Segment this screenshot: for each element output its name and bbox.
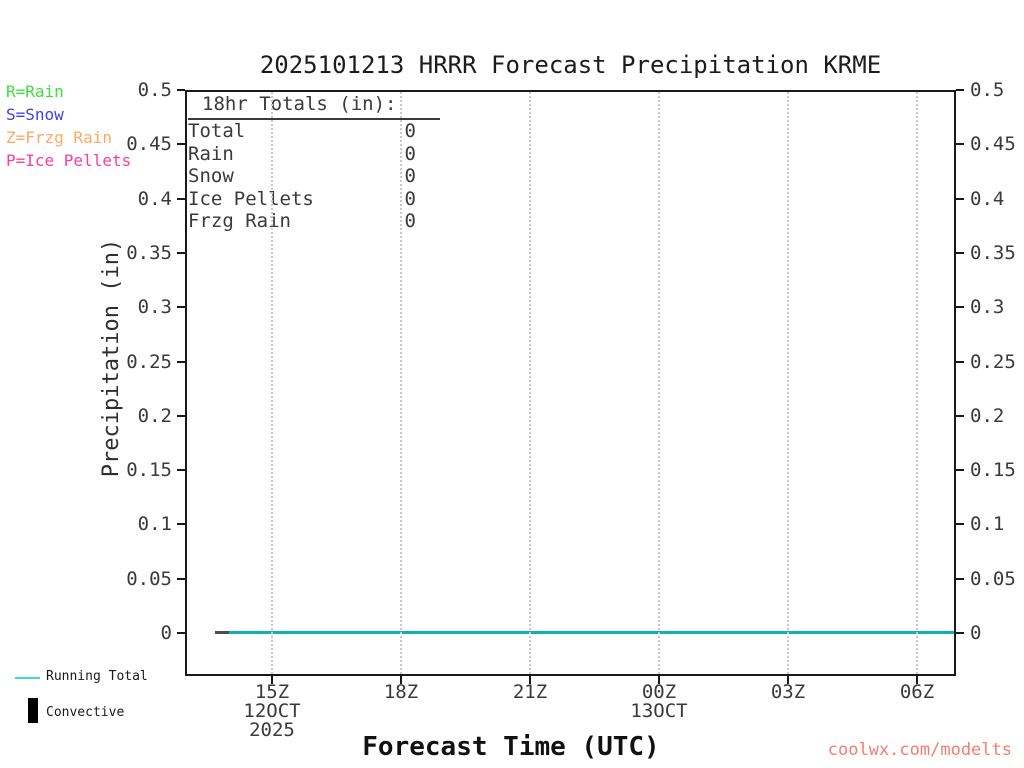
gridline-18Z [400, 92, 402, 674]
gridline-06Z [916, 92, 918, 674]
totals-label: Rain [188, 142, 234, 165]
y-tick-label-right: 0.5 [970, 79, 1005, 101]
y-tick-left [177, 577, 185, 580]
totals-value: 0 [404, 120, 416, 142]
totals-label: Total [188, 120, 246, 142]
gridline-21Z [529, 92, 531, 674]
y-tick-left [177, 523, 185, 526]
y-tick-label-right: 0.2 [970, 404, 1005, 427]
totals-row-rain: Rain 0 [188, 143, 416, 166]
legend-frzg-rain: Z=Frzg Rain [6, 128, 112, 147]
y-tick-label-right: 0.05 [970, 567, 1016, 590]
totals-heading: 18hr Totals (in): [188, 92, 440, 120]
totals-row-frzg-rain: Frzg Rain 0 [188, 210, 416, 233]
running-total-line-start [215, 631, 229, 634]
legend-rain: R=Rain [6, 82, 64, 101]
running-total-line [229, 631, 954, 634]
x-tick [529, 676, 531, 684]
x-tick-label: 21Z [512, 681, 548, 703]
y-tick-right [956, 632, 964, 634]
x-date-label: 12OCT [243, 700, 301, 722]
gridline-00Z [658, 92, 660, 674]
gridline-15Z [271, 92, 273, 674]
y-tick-label-left: 0.3 [137, 296, 172, 319]
convective-label: Convective [46, 705, 125, 720]
y-tick-label-left: 0.15 [126, 459, 172, 482]
watermark-link[interactable]: coolwx.com/modelts [827, 740, 1012, 760]
y-tick-label-left: 0.1 [137, 513, 172, 536]
y-tick-label-right: 0 [970, 622, 982, 644]
y-tick-label-left: 0.25 [126, 350, 172, 373]
y-tick-right [956, 306, 964, 309]
y-tick-label-left: 0.5 [137, 79, 172, 101]
y-tick-label-right: 0.15 [970, 459, 1016, 482]
y-tick-left [177, 632, 185, 634]
x-tick [658, 676, 660, 684]
y-tick-left [177, 197, 185, 200]
y-tick-right [956, 197, 964, 200]
y-tick-label-right: 0.3 [970, 296, 1005, 319]
totals-value: 0 [404, 210, 416, 233]
x-year-label: 2025 [249, 719, 295, 741]
y-tick-right [956, 577, 964, 580]
x-axis-title: Forecast Time (UTC) [362, 732, 660, 762]
y-tick-label-right: 0.25 [970, 350, 1016, 373]
y-tick-right [956, 143, 964, 146]
chart-title: 2025101213 HRRR Forecast Precipitation K… [259, 51, 882, 79]
y-tick-label-left: 0.35 [126, 241, 172, 264]
x-tick-label: 06Z [899, 681, 935, 703]
y-tick-right [956, 414, 964, 417]
y-tick-left [177, 143, 185, 146]
legend-ice-pellets: P=Ice Pellets [6, 151, 132, 170]
totals-label: Frzg Rain [188, 210, 291, 233]
x-tick [271, 676, 273, 684]
y-tick-right [956, 523, 964, 526]
precip-type-legend: R=Rain S=Snow Z=Frzg Rain P=Ice Pellets [6, 80, 131, 172]
gridline-03Z [787, 92, 789, 674]
plot-area [185, 90, 956, 676]
totals-label: Snow [188, 165, 234, 188]
y-tick-label-right: 0.1 [970, 513, 1005, 536]
convective-swatch [28, 698, 38, 723]
y-tick-label-left: 0.2 [137, 404, 172, 427]
x-tick-label: 03Z [770, 681, 806, 703]
x-date-label: 13OCT [630, 700, 688, 722]
y-tick-left [177, 414, 185, 417]
y-tick-right [956, 360, 964, 363]
y-tick-left [177, 469, 185, 472]
y-tick-left [177, 360, 185, 363]
y-tick-label-right: 0.45 [970, 133, 1016, 156]
y-tick-right [956, 469, 964, 472]
totals-label: Ice Pellets [188, 187, 314, 210]
y-tick-right [956, 89, 964, 91]
running-total-swatch [15, 677, 40, 679]
y-tick-right [956, 251, 964, 254]
totals-value: 0 [404, 165, 416, 188]
totals-box: 18hr Totals (in): Total 0 Rain 0 Snow 0 … [188, 92, 440, 233]
y-tick-label-left: 0.05 [126, 567, 172, 590]
x-tick [787, 676, 789, 684]
y-tick-label-right: 0.35 [970, 241, 1016, 264]
totals-value: 0 [404, 187, 416, 210]
x-tick-label: 18Z [383, 681, 419, 703]
legend-snow: S=Snow [6, 105, 64, 124]
y-tick-label-right: 0.4 [970, 187, 1005, 210]
totals-value: 0 [404, 142, 416, 165]
x-tick [916, 676, 918, 684]
x-tick-label: 00Z [641, 681, 677, 703]
x-tick-label: 15Z [254, 681, 290, 703]
y-tick-label-left: 0.45 [126, 133, 172, 156]
totals-row-snow: Snow 0 [188, 165, 416, 188]
totals-row-ice-pellets: Ice Pellets 0 [188, 188, 416, 211]
totals-row-total: Total 0 [188, 120, 416, 143]
y-tick-left [177, 89, 185, 91]
x-tick [400, 676, 402, 684]
y-tick-left [177, 306, 185, 309]
running-total-label: Running Total [46, 669, 148, 684]
y-tick-left [177, 251, 185, 254]
y-tick-label-left: 0 [160, 622, 172, 644]
y-tick-label-left: 0.4 [137, 187, 172, 210]
